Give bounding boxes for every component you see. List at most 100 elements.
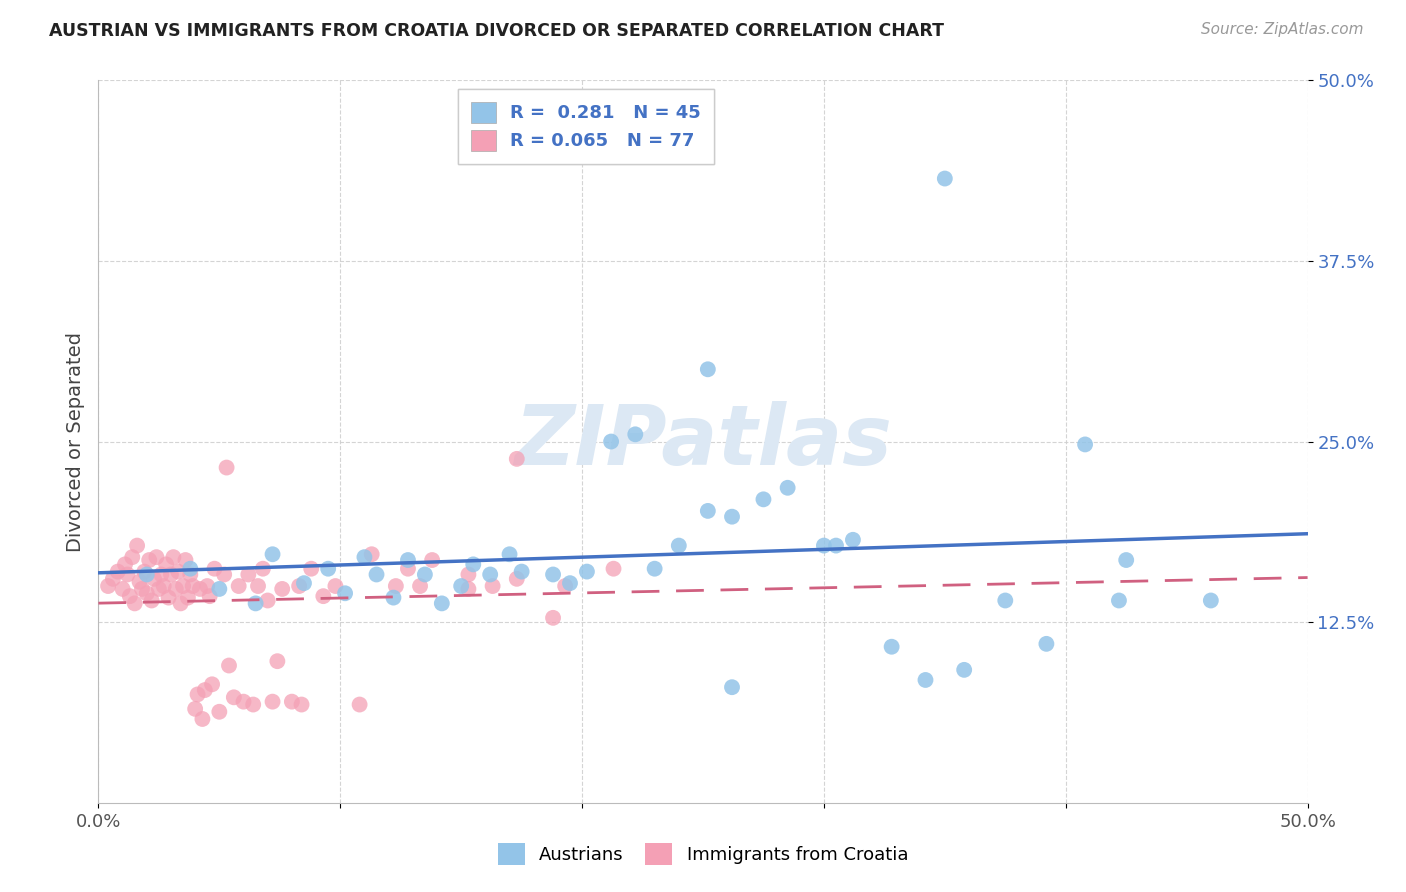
Legend: Austrians, Immigrants from Croatia: Austrians, Immigrants from Croatia bbox=[488, 834, 918, 874]
Point bbox=[218, 658, 240, 673]
Point bbox=[290, 698, 312, 712]
Point bbox=[668, 539, 690, 553]
Point bbox=[179, 562, 201, 576]
Point bbox=[247, 579, 270, 593]
Point bbox=[602, 562, 624, 576]
Point bbox=[934, 171, 956, 186]
Point bbox=[506, 451, 529, 466]
Point bbox=[457, 582, 479, 596]
Point bbox=[212, 567, 235, 582]
Point bbox=[101, 572, 124, 586]
Point bbox=[413, 567, 436, 582]
Point bbox=[463, 558, 485, 572]
Point bbox=[187, 687, 209, 701]
Point bbox=[325, 579, 347, 593]
Point bbox=[157, 591, 180, 605]
Point bbox=[479, 567, 502, 582]
Point bbox=[481, 579, 503, 593]
Point bbox=[242, 698, 264, 712]
Point bbox=[813, 539, 835, 553]
Point bbox=[124, 596, 146, 610]
Point bbox=[174, 553, 197, 567]
Point bbox=[215, 460, 238, 475]
Point bbox=[316, 562, 339, 576]
Point bbox=[181, 579, 204, 593]
Point bbox=[721, 509, 744, 524]
Point bbox=[145, 550, 167, 565]
Point bbox=[776, 481, 799, 495]
Point bbox=[752, 492, 775, 507]
Point bbox=[160, 567, 183, 582]
Point bbox=[177, 591, 200, 605]
Point bbox=[222, 690, 245, 705]
Point bbox=[134, 565, 156, 579]
Point bbox=[624, 427, 647, 442]
Point bbox=[349, 698, 371, 712]
Point bbox=[167, 565, 190, 579]
Point bbox=[696, 362, 718, 376]
Point bbox=[498, 547, 520, 561]
Text: ZIPatlas: ZIPatlas bbox=[515, 401, 891, 482]
Point bbox=[360, 547, 382, 561]
Point bbox=[510, 565, 533, 579]
Point bbox=[114, 558, 136, 572]
Point bbox=[118, 589, 141, 603]
Point bbox=[396, 553, 419, 567]
Point bbox=[252, 562, 274, 576]
Point bbox=[191, 712, 214, 726]
Point bbox=[457, 567, 479, 582]
Point bbox=[880, 640, 903, 654]
Point bbox=[150, 567, 173, 582]
Point bbox=[312, 589, 335, 603]
Point bbox=[644, 562, 666, 576]
Point bbox=[232, 695, 254, 709]
Point bbox=[141, 593, 163, 607]
Point bbox=[914, 673, 936, 687]
Point bbox=[299, 562, 322, 576]
Point bbox=[575, 565, 598, 579]
Point bbox=[238, 567, 260, 582]
Point bbox=[842, 533, 865, 547]
Point bbox=[262, 695, 284, 709]
Point bbox=[288, 579, 311, 593]
Point bbox=[541, 611, 564, 625]
Point bbox=[198, 589, 221, 603]
Point bbox=[366, 567, 388, 582]
Point bbox=[600, 434, 623, 449]
Point bbox=[994, 593, 1017, 607]
Point bbox=[111, 582, 134, 596]
Point bbox=[450, 579, 472, 593]
Point bbox=[162, 550, 184, 565]
Point bbox=[127, 539, 149, 553]
Point bbox=[271, 582, 294, 596]
Point bbox=[281, 695, 304, 709]
Point bbox=[135, 567, 157, 582]
Point bbox=[208, 705, 231, 719]
Point bbox=[165, 582, 187, 596]
Point bbox=[131, 582, 153, 596]
Point bbox=[256, 593, 278, 607]
Point bbox=[184, 702, 207, 716]
Point bbox=[825, 539, 848, 553]
Point bbox=[266, 654, 288, 668]
Point bbox=[194, 683, 217, 698]
Point bbox=[245, 596, 267, 610]
Point bbox=[541, 567, 564, 582]
Point bbox=[195, 579, 218, 593]
Point bbox=[169, 596, 191, 610]
Point bbox=[121, 550, 143, 565]
Point bbox=[953, 663, 976, 677]
Point bbox=[1199, 593, 1222, 607]
Point bbox=[506, 572, 529, 586]
Point bbox=[208, 582, 231, 596]
Point bbox=[721, 680, 744, 694]
Point bbox=[385, 579, 408, 593]
Y-axis label: Divorced or Separated: Divorced or Separated bbox=[66, 332, 84, 551]
Point bbox=[353, 550, 375, 565]
Point bbox=[179, 567, 201, 582]
Point bbox=[1074, 437, 1097, 451]
Point bbox=[107, 565, 129, 579]
Point bbox=[152, 579, 174, 593]
Point bbox=[554, 579, 576, 593]
Text: AUSTRIAN VS IMMIGRANTS FROM CROATIA DIVORCED OR SEPARATED CORRELATION CHART: AUSTRIAN VS IMMIGRANTS FROM CROATIA DIVO… bbox=[49, 22, 945, 40]
